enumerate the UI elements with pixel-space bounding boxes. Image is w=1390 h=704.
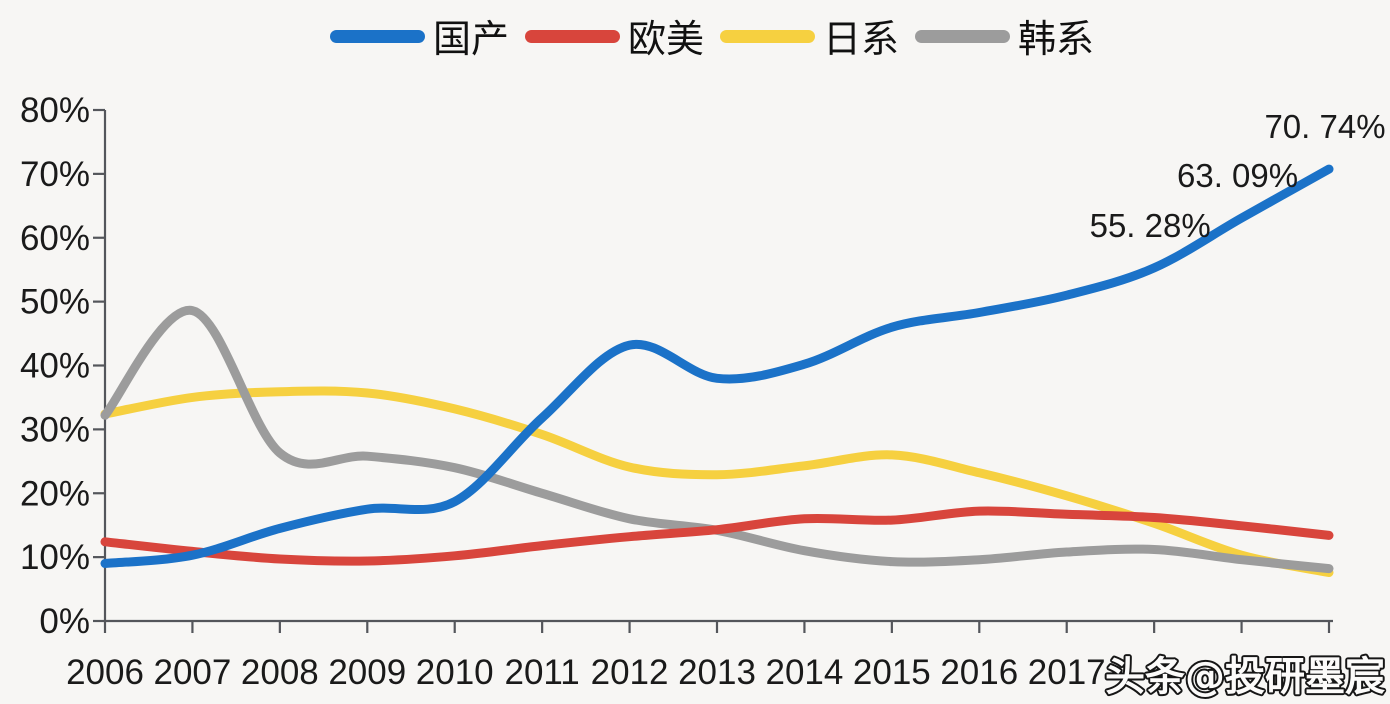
series-line-1	[100, 506, 1334, 566]
x-tick-label: 2007	[153, 653, 231, 692]
legend-label: 国产	[433, 17, 509, 61]
y-tick-label: 20%	[20, 474, 90, 513]
legend-swatch	[525, 30, 620, 43]
x-tick-label: 2008	[241, 653, 319, 692]
legend-swatch	[720, 30, 815, 43]
data-label: 70. 74%	[1264, 108, 1385, 145]
y-tick-label: 0%	[39, 602, 90, 641]
legend-swatch	[330, 30, 425, 43]
legend-label: 日系	[823, 17, 899, 61]
y-tick-label: 40%	[20, 347, 90, 386]
series-line-0	[100, 164, 1334, 568]
y-tick-label: 50%	[20, 283, 90, 322]
legend-label: 韩系	[1018, 17, 1094, 61]
legend-swatch	[915, 30, 1010, 43]
y-tick-label: 10%	[20, 538, 90, 577]
x-tick-label: 2015	[853, 653, 931, 692]
watermark-text: 头条@投研墨宸	[1105, 654, 1385, 700]
x-tick-label: 2012	[591, 653, 669, 692]
data-label: 63. 09%	[1177, 157, 1298, 194]
y-tick-label: 60%	[20, 219, 90, 258]
y-tick-label: 30%	[20, 410, 90, 449]
y-tick-label: 80%	[20, 91, 90, 130]
x-tick-label: 2006	[66, 653, 144, 692]
x-tick-label: 2011	[505, 653, 580, 692]
x-tick-label: 2013	[678, 653, 756, 692]
x-tick-label: 2017	[1028, 653, 1106, 692]
legend-label: 欧美	[628, 17, 704, 61]
x-tick-label: 2014	[765, 653, 843, 692]
x-tick-label: 2016	[940, 653, 1018, 692]
x-tick-label: 2009	[328, 653, 406, 692]
x-tick-label: 2010	[416, 653, 494, 692]
data-label: 55. 28%	[1090, 207, 1211, 244]
y-tick-label: 70%	[20, 155, 90, 194]
series-line-3	[100, 306, 1334, 574]
